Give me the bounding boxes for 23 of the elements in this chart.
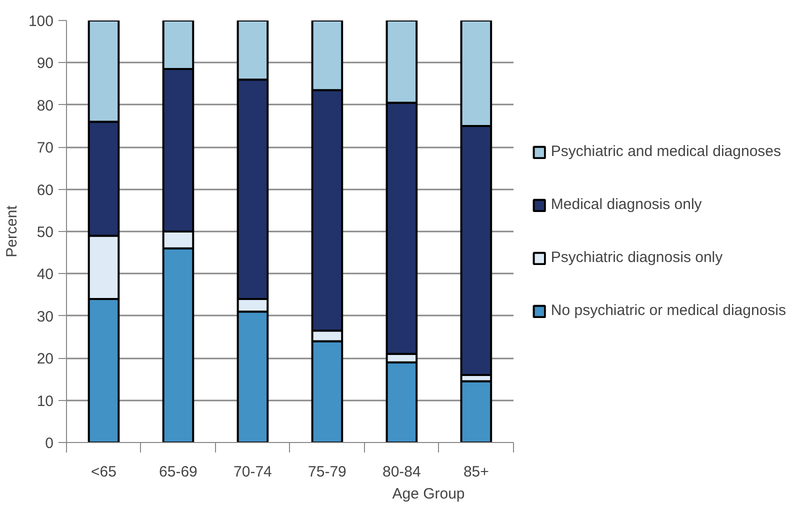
y-tick-label: 30: [36, 308, 54, 326]
y-tick-label: 70: [36, 140, 54, 157]
y-tick-label: 90: [36, 55, 54, 72]
x-tick-label: 80-84: [382, 464, 421, 480]
legend-label: Psychiatric and medical diagnoses: [550, 143, 782, 160]
x-tick-label: 65-69: [159, 464, 198, 480]
y-tick-label: 40: [36, 266, 54, 284]
y-axis-title: Percent: [3, 204, 20, 258]
y-tick-label: 20: [36, 350, 54, 368]
x-axis-title: Age Group: [392, 486, 465, 502]
legend-label: No psychiatric or medical diagnosis: [550, 302, 786, 319]
y-tick-label: 50: [36, 224, 54, 241]
y-tick-label: 100: [28, 13, 54, 30]
y-tick-label: 80: [36, 97, 54, 114]
y-tick-label: 0: [45, 435, 54, 452]
legend-label: Medical diagnosis only: [550, 196, 702, 213]
x-tick-label: 75-79: [308, 464, 346, 480]
x-tick-label: <65: [91, 464, 116, 480]
legend-label: Psychiatric diagnosis only: [550, 249, 723, 266]
x-tick-label: 70-74: [234, 464, 272, 480]
x-tick-label: 85+: [463, 464, 490, 480]
y-tick-label: 10: [36, 392, 54, 410]
y-tick-label: 60: [36, 182, 54, 199]
